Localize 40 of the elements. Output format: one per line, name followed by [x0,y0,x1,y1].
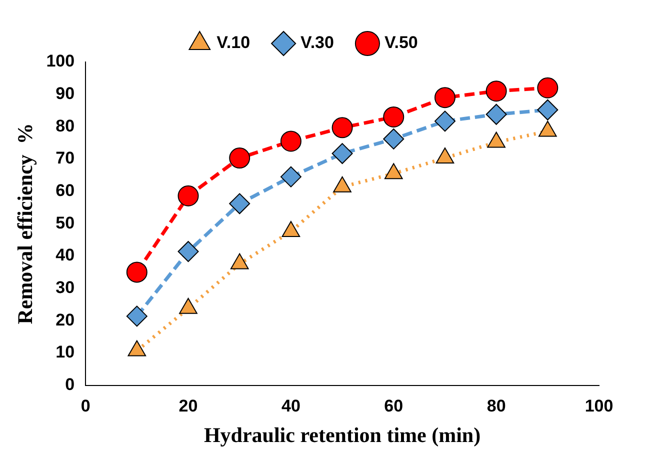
point [179,298,198,314]
point [537,77,558,98]
point [434,110,456,132]
y-tick-label: 40 [56,246,75,265]
point [128,340,146,356]
x-tick-label: 60 [384,396,404,416]
point [280,130,302,152]
point [229,148,250,169]
point [230,253,249,270]
x-tick-label: 100 [584,396,614,416]
point [229,193,250,214]
point [383,106,404,128]
y-tick-label: 70 [56,148,75,168]
y-axis-title: Removal efficiency % [13,123,38,324]
x-tick-label: 20 [178,396,198,416]
y-tick-label: 30 [56,278,75,298]
y-tick-label: 10 [56,342,75,362]
y-tick-label: 60 [56,181,75,200]
point [486,104,507,125]
point [486,80,507,102]
point [434,87,456,108]
legend-label: V.30 [300,33,334,52]
y-tick-label: 90 [56,84,75,104]
point [332,117,353,138]
y-tick-label: 0 [65,375,75,394]
y-tick-label: 100 [46,52,75,71]
x-tick-label: 0 [80,396,90,416]
legend-label: V.10 [216,33,250,52]
x-axis-title: Hydraulic retention time (min) [204,422,481,447]
x-tick-label: 40 [281,396,300,416]
point [537,99,558,120]
point [383,128,404,150]
y-tick-label: 50 [56,213,75,232]
y-tick-label: 20 [56,310,75,330]
point [332,143,353,164]
y-tick-label: 80 [56,116,75,136]
point [178,185,199,206]
legend-label: V.50 [384,33,418,52]
x-tick-label: 80 [486,396,506,416]
point [280,166,302,188]
